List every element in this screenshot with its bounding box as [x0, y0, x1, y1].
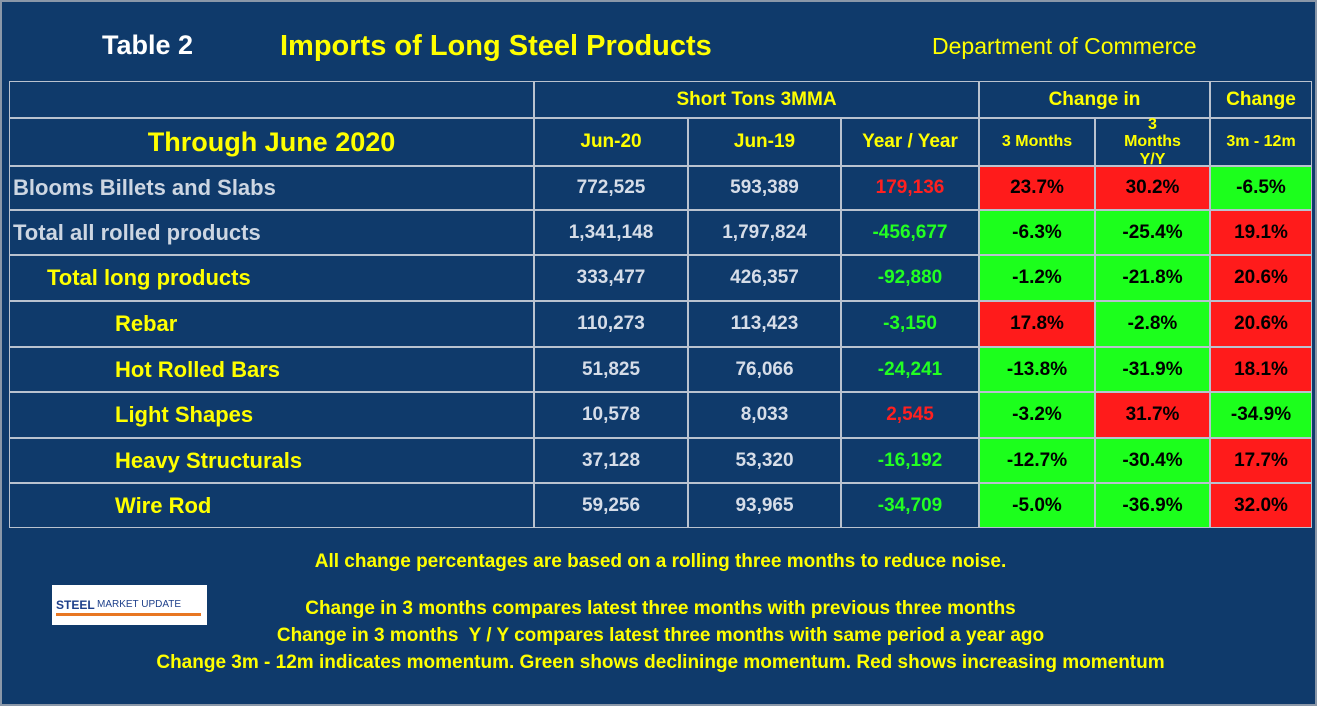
value-cell: -3,150	[841, 301, 979, 347]
value-cell: 1,341,148	[534, 210, 688, 255]
change-cell: 20.6%	[1210, 301, 1312, 347]
change-cell: 17.7%	[1210, 438, 1312, 483]
row-label: Wire Rod	[9, 483, 534, 528]
value-cell: 10,578	[534, 392, 688, 438]
change-cell: 32.0%	[1210, 483, 1312, 528]
change-cell: -21.8%	[1095, 255, 1210, 301]
row-label: Total all rolled products	[9, 210, 534, 255]
row-label: Blooms Billets and Slabs	[9, 166, 534, 210]
group-header: Change	[1210, 81, 1312, 118]
value-cell: 59,256	[534, 483, 688, 528]
change-cell: -2.8%	[1095, 301, 1210, 347]
value-cell: -16,192	[841, 438, 979, 483]
logo-brand: STEEL	[56, 598, 95, 612]
row-label: Total long products	[9, 255, 534, 301]
value-cell: 179,136	[841, 166, 979, 210]
value-cell: 110,273	[534, 301, 688, 347]
change-cell: -34.9%	[1210, 392, 1312, 438]
group-header: Short Tons 3MMA	[534, 81, 979, 118]
change-cell: -12.7%	[979, 438, 1095, 483]
column-header: 3 Months Y/Y	[1095, 116, 1210, 168]
logo-stripe	[56, 613, 201, 616]
source: Department of Commerce	[932, 33, 1197, 59]
value-cell: 93,965	[688, 483, 841, 528]
row-label: Light Shapes	[9, 392, 534, 438]
value-cell: 333,477	[534, 255, 688, 301]
column-header: Jun-19	[688, 118, 841, 166]
note: Change 3m - 12m indicates momentum. Gree…	[156, 652, 1165, 673]
value-cell: 426,357	[688, 255, 841, 301]
row-label: Hot Rolled Bars	[9, 347, 534, 392]
column-header: 3 Months	[979, 118, 1095, 166]
change-cell: -6.3%	[979, 210, 1095, 255]
column-header: Year / Year	[841, 118, 979, 166]
change-cell: -25.4%	[1095, 210, 1210, 255]
logo: STEEL MARKET UPDATE	[52, 585, 207, 625]
change-cell: 31.7%	[1095, 392, 1210, 438]
column-header: 3m - 12m	[1210, 118, 1312, 166]
change-cell: 20.6%	[1210, 255, 1312, 301]
period-header: Through June 2020	[9, 118, 534, 166]
change-cell: -36.9%	[1095, 483, 1210, 528]
group-header: Change in	[979, 81, 1210, 118]
value-cell: -34,709	[841, 483, 979, 528]
value-cell: 8,033	[688, 392, 841, 438]
value-cell: 772,525	[534, 166, 688, 210]
value-cell: 1,797,824	[688, 210, 841, 255]
value-cell: 113,423	[688, 301, 841, 347]
change-cell: -13.8%	[979, 347, 1095, 392]
value-cell: -24,241	[841, 347, 979, 392]
logo-text: MARKET UPDATE	[97, 599, 182, 610]
column-header: Jun-20	[534, 118, 688, 166]
change-cell: 17.8%	[979, 301, 1095, 347]
row-label: Heavy Structurals	[9, 438, 534, 483]
note: All change percentages are based on a ro…	[314, 551, 1007, 572]
change-cell: 23.7%	[979, 166, 1095, 210]
value-cell: 76,066	[688, 347, 841, 392]
value-cell: 593,389	[688, 166, 841, 210]
value-cell: 2,545	[841, 392, 979, 438]
change-cell: 18.1%	[1210, 347, 1312, 392]
header-cell	[9, 81, 534, 118]
value-cell: -456,677	[841, 210, 979, 255]
value-cell: 51,825	[534, 347, 688, 392]
change-cell: -1.2%	[979, 255, 1095, 301]
note: Change in 3 months compares latest three…	[305, 598, 1016, 619]
value-cell: -92,880	[841, 255, 979, 301]
value-cell: 37,128	[534, 438, 688, 483]
change-cell: 19.1%	[1210, 210, 1312, 255]
value-cell: 53,320	[688, 438, 841, 483]
note: Change in 3 months Y / Y compares latest…	[276, 625, 1045, 646]
title: Imports of Long Steel Products	[280, 30, 712, 62]
change-cell: -3.2%	[979, 392, 1095, 438]
change-cell: 30.2%	[1095, 166, 1210, 210]
change-cell: -5.0%	[979, 483, 1095, 528]
change-cell: -30.4%	[1095, 438, 1210, 483]
change-cell: -31.9%	[1095, 347, 1210, 392]
change-cell: -6.5%	[1210, 166, 1312, 210]
table-label: Table 2	[102, 30, 194, 60]
row-label: Rebar	[9, 301, 534, 347]
